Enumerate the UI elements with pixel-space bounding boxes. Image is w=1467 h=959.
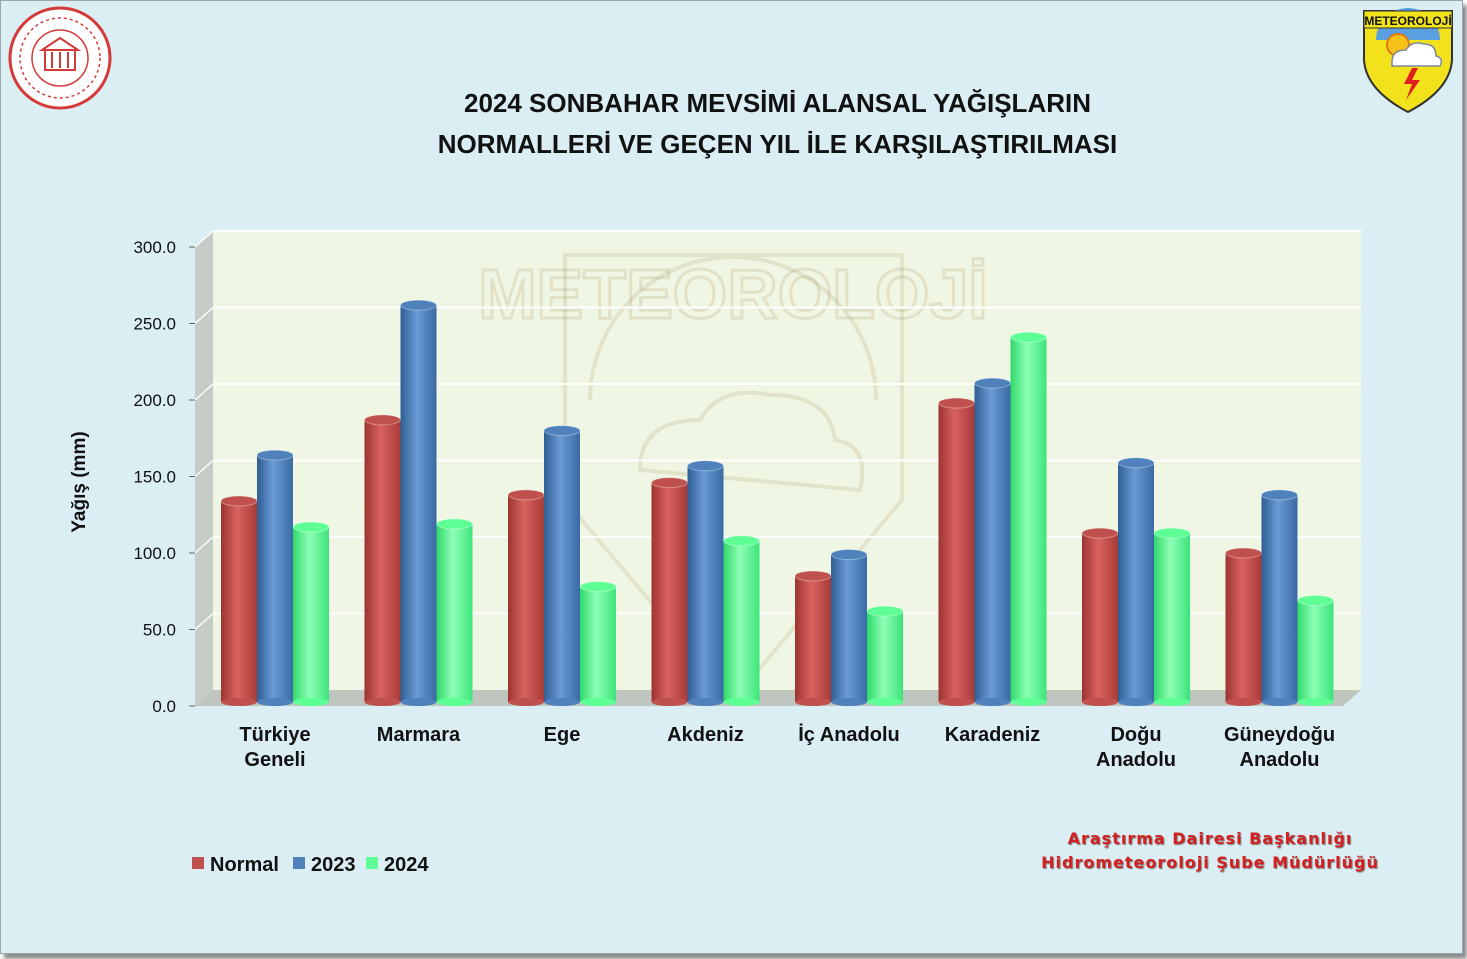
y-tick-label: 200.0: [133, 391, 176, 410]
watermark-text: METEOROLOJİ: [478, 255, 987, 333]
x-tick-label: Akdeniz: [667, 724, 744, 746]
grid-line-side: [194, 306, 214, 325]
bar-normal-5: [938, 397, 975, 706]
y-axis-ticks: 0.0 50.0 100.0 150.0 200.0 250.0 300.0: [133, 238, 195, 716]
bar-2023-7: [1261, 489, 1298, 706]
grid-line-side: [194, 536, 214, 554]
legend-label-2023: 2023: [311, 854, 356, 876]
y-tick-label: 300.0: [133, 238, 176, 257]
legend-swatch-2023: [293, 857, 305, 869]
bar-2024-3: [723, 535, 760, 706]
bar-2023-4: [830, 549, 868, 706]
bar-2024-2: [579, 581, 617, 706]
legend-swatch-2024: [366, 857, 378, 869]
credit-line-1: Araştırma Dairesi Başkanlığı: [1067, 829, 1353, 848]
bar-2024-5: [1010, 331, 1047, 706]
bar-normal-3: [651, 477, 688, 706]
x-tick-label: Geneli: [244, 749, 305, 771]
plot-floor: [195, 690, 1361, 706]
bar-normal-4: [794, 570, 832, 706]
x-tick-label: Marmara: [377, 724, 461, 746]
bar-normal-0: [220, 495, 258, 706]
x-tick-label: Güneydoğu: [1224, 724, 1335, 746]
grid-line-side: [194, 230, 214, 248]
x-tick-label: İç Anadolu: [798, 723, 899, 746]
legend-label-normal: Normal: [210, 854, 279, 876]
x-tick-label: Türkiye: [239, 724, 310, 746]
bar-2023-2: [543, 425, 581, 706]
badge-text: METEOROLOJİ: [1364, 13, 1451, 28]
y-tick-label: 250.0: [133, 315, 176, 334]
y-tick-label: 100.0: [133, 544, 176, 563]
x-tick-label: Doğu: [1110, 724, 1161, 746]
legend: Normal 2023 2024: [192, 854, 429, 876]
legend-label-2024: 2024: [384, 854, 429, 876]
bar-2024-0: [292, 521, 330, 706]
credit-line-2: Hidrometeoroloji Şube Müdürlüğü: [1041, 853, 1379, 872]
x-tick-label: Anadolu: [1240, 749, 1320, 771]
chart-title-line-2: NORMALLERİ VE GEÇEN YIL İLE KARŞILAŞTIRI…: [437, 129, 1118, 159]
bars: [220, 299, 1334, 706]
grid-line-side: [194, 459, 214, 478]
x-tick-label: Ege: [544, 724, 581, 746]
bar-normal-1: [364, 414, 401, 706]
bar-2023-0: [256, 449, 294, 706]
y-tick-label: 50.0: [143, 621, 176, 640]
bar-2024-6: [1153, 527, 1191, 706]
legend-swatch-normal: [192, 857, 204, 869]
ministry-seal-logo: [8, 6, 112, 110]
x-tick-label: Karadeniz: [945, 724, 1041, 746]
y-tick-label: 150.0: [133, 468, 176, 487]
y-axis-label: Yağış (mm): [69, 431, 90, 532]
bar-2024-1: [436, 518, 473, 706]
bar-2023-6: [1117, 457, 1155, 706]
grid-line-side: [194, 612, 214, 631]
bar-2023-3: [687, 460, 724, 706]
chart-title-line-1: 2024 SONBAHAR MEVSİMİ ALANSAL YAĞIŞLARIN: [463, 88, 1091, 118]
y-tick-label: 0.0: [152, 697, 176, 716]
meteoroloji-badge-logo: [1363, 8, 1453, 114]
bar-normal-2: [507, 489, 545, 706]
grid-line-side: [194, 383, 214, 401]
bar-2024-7: [1297, 594, 1334, 706]
bar-2024-4: [866, 605, 904, 706]
bar-2023-5: [974, 377, 1011, 706]
bar-2023-1: [400, 299, 437, 706]
bar-normal-6: [1081, 527, 1119, 706]
bar-normal-7: [1225, 547, 1262, 706]
x-axis-labels: Türkiye Geneli Marmara Ege Akdeniz İç Anadolu…: [239, 723, 1335, 771]
x-tick-label: Anadolu: [1096, 749, 1176, 771]
